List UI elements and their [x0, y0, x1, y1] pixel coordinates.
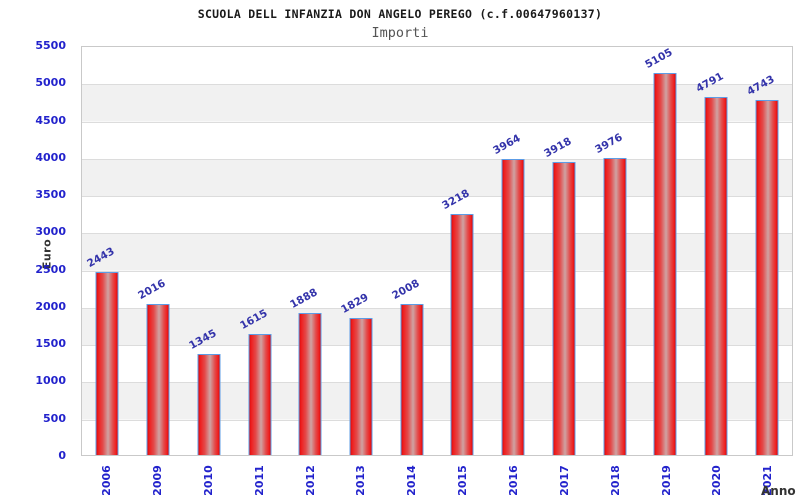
- bar-2020: [704, 96, 728, 455]
- bar-slot-2006: 2443: [82, 47, 133, 455]
- y-tick-label: 2000: [35, 299, 66, 313]
- x-tick-2009: 2009: [132, 460, 183, 500]
- gridline: [82, 84, 792, 86]
- bar-value-label: 1829: [339, 291, 371, 316]
- y-tick-label: 5000: [35, 76, 66, 90]
- x-tick-label: 2012: [303, 464, 317, 496]
- bar-value-label: 1888: [288, 286, 320, 312]
- bar-slot-2013: 1829: [336, 47, 387, 455]
- bar-2006: [95, 271, 119, 455]
- bar-slot-2016: 3964: [488, 47, 539, 455]
- x-tick-label: 2018: [608, 464, 622, 496]
- bar-2017: [552, 161, 576, 455]
- bar-2012: [298, 313, 322, 455]
- bar-slot-2017: 3918: [538, 47, 589, 455]
- bar-2021: [755, 100, 779, 455]
- bar-value-label: 4791: [694, 70, 726, 95]
- gridline: [82, 158, 792, 160]
- x-tick-label: 2016: [506, 464, 520, 496]
- gridline: [82, 233, 792, 235]
- bar-slot-2011: 1615: [234, 47, 285, 455]
- bar-value-label: 1615: [237, 306, 270, 332]
- x-tick-2010: 2010: [183, 460, 234, 500]
- chart-subtitle: Importi: [371, 25, 429, 41]
- y-tick-label: 3500: [35, 188, 66, 202]
- gridline: [82, 270, 792, 272]
- bar-slot-2019: 5105: [640, 47, 691, 455]
- y-tick-label: 4500: [35, 113, 66, 127]
- x-axis-title: Anno: [761, 484, 796, 498]
- x-tick-2014: 2014: [386, 460, 437, 500]
- bar-value-label: 5105: [643, 46, 675, 72]
- bar-slot-2009: 2016: [133, 47, 184, 455]
- gridline: [82, 121, 792, 123]
- x-tick-2015: 2015: [437, 460, 488, 500]
- x-tick-label: 2013: [354, 464, 368, 496]
- y-tick-label: 5500: [35, 39, 66, 52]
- bar-value-label: 2008: [389, 277, 422, 303]
- bars-container: 2443 2016 1345 1615 1888 1829 2008 3218 3964 3918…: [82, 47, 792, 455]
- x-tick-2016: 2016: [488, 460, 539, 500]
- x-tick-2020: 2020: [691, 460, 742, 500]
- bar-2011: [248, 333, 272, 455]
- x-tick-2019: 2019: [640, 460, 691, 500]
- plot-area: 2443 2016 1345 1615 1888 1829 2008 3218 3964 3918…: [81, 46, 793, 456]
- x-tick-2013: 2013: [335, 460, 386, 500]
- bar-2015: [450, 214, 474, 455]
- x-tick-label: 2006: [99, 464, 113, 496]
- x-tick-label: 2015: [455, 464, 469, 496]
- x-tick-label: 2020: [710, 464, 724, 496]
- bar-value-label: 2443: [85, 245, 117, 270]
- y-tick-label: 3000: [35, 225, 66, 239]
- gridline: [82, 196, 792, 198]
- bar-value-label: 2016: [136, 277, 168, 302]
- x-tick-2006: 2006: [81, 460, 132, 500]
- bar-2010: [197, 353, 221, 455]
- chart-title: SCUOLA DELL INFANZIA DON ANGELO PEREGO (…: [197, 7, 603, 21]
- y-tick-label: 0: [58, 449, 66, 462]
- bar-slot-2020: 4791: [691, 47, 742, 455]
- bar-2013: [349, 317, 373, 455]
- gridline: [82, 345, 792, 347]
- bar-slot-2012: 1888: [285, 47, 336, 455]
- gridline: [82, 382, 792, 384]
- x-tick-label: 2019: [659, 464, 673, 496]
- x-tick-2018: 2018: [590, 460, 641, 500]
- bar-2009: [146, 303, 170, 455]
- y-tick-label: 1000: [35, 374, 66, 388]
- x-tick-label: 2009: [150, 464, 164, 496]
- bar-2016: [501, 158, 525, 455]
- bar-slot-2015: 3218: [437, 47, 488, 455]
- x-tick-label: 2014: [405, 464, 419, 496]
- bar-value-label: 4743: [744, 73, 777, 99]
- y-tick-label: 500: [43, 411, 66, 425]
- bar-value-label: 1345: [186, 327, 219, 352]
- x-tick-label: 2011: [252, 464, 266, 496]
- gridline: [82, 419, 792, 421]
- y-tick-label: 1500: [35, 337, 66, 351]
- x-tick-label: 2017: [557, 464, 571, 496]
- y-tick-label: 2500: [35, 262, 66, 276]
- x-tick-2017: 2017: [539, 460, 590, 500]
- gridline: [82, 307, 792, 309]
- bar-value-label: 3976: [592, 130, 625, 156]
- bar-2018: [603, 157, 627, 455]
- y-tick-label: 4000: [35, 150, 66, 164]
- bar-slot-2018: 3976: [589, 47, 640, 455]
- bar-slot-2021: 4743: [741, 47, 792, 455]
- bar-2019: [653, 73, 677, 455]
- bar-value-label: 3964: [491, 131, 523, 157]
- x-axis-tick-labels: 2006 2009 2010 2011 2012 2013 2014 2015 2016 2017…: [81, 460, 793, 500]
- x-tick-2012: 2012: [284, 460, 335, 500]
- bar-value-label: 3918: [542, 135, 574, 160]
- bar-slot-2014: 2008: [386, 47, 437, 455]
- x-tick-2011: 2011: [234, 460, 285, 500]
- bar-value-label: 3218: [440, 187, 472, 213]
- bar-slot-2010: 1345: [183, 47, 234, 455]
- bar-2014: [400, 304, 424, 455]
- x-tick-label: 2010: [201, 464, 215, 496]
